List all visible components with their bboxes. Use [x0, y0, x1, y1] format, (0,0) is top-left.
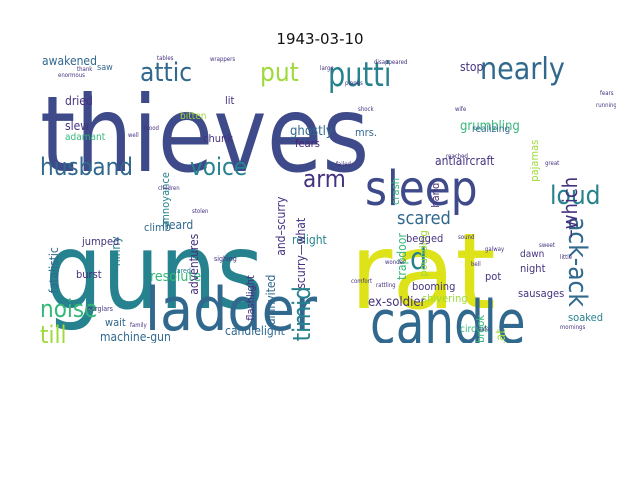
- word-cloud-word: relight: [292, 233, 327, 247]
- word-cloud-word: voice: [190, 153, 248, 181]
- word-cloud-word: candle: [370, 288, 526, 343]
- word-cloud-word: awakened: [42, 55, 97, 68]
- word-cloud-word: ladder: [145, 275, 318, 343]
- word-cloud-word: planes: [345, 80, 363, 87]
- word-cloud-word: and–scurry: [274, 196, 288, 256]
- word-cloud-word: running: [596, 102, 616, 109]
- word-cloud-word: fears: [295, 137, 320, 150]
- word-cloud-word: night: [520, 262, 546, 275]
- word-cloud-word: jumped: [82, 235, 120, 248]
- word-cloud-word: wonder: [385, 259, 406, 266]
- word-cloud-word: uninvited: [264, 274, 278, 326]
- word-cloud-word: till: [40, 321, 67, 343]
- word-cloud-word: large: [320, 65, 334, 72]
- word-cloud-word: realizing: [472, 124, 511, 135]
- word-cloud-word: sausages: [518, 287, 565, 300]
- word-cloud-word: burst: [76, 268, 102, 281]
- word-cloud-word: husband: [40, 153, 133, 181]
- word-cloud-word: shivering: [422, 292, 468, 305]
- word-cloud-word: stolen: [192, 208, 209, 215]
- word-cloud-word: guns: [45, 211, 264, 333]
- word-cloud-word: soaked: [568, 311, 604, 324]
- chart-title: 1943-03-10: [276, 30, 364, 48]
- word-cloud-word: saw: [97, 63, 113, 73]
- word-cloud-word: adventures: [187, 233, 201, 295]
- word-cloud: thieves guns rat sleep ladder candle putti atti…: [40, 55, 616, 343]
- word-cloud-word: scurry—what: [294, 217, 308, 289]
- word-cloud-word: candlelight: [225, 324, 285, 338]
- word-cloud-word: d: [410, 242, 428, 277]
- word-cloud-word: annoyance: [159, 172, 172, 227]
- word-cloud-word: ex-soldier: [368, 295, 426, 310]
- word-cloud-word: sweet: [539, 242, 556, 249]
- word-cloud-word: noise: [40, 295, 98, 323]
- word-cloud-word: sleep: [365, 161, 478, 217]
- word-cloud-word: flashlight: [244, 275, 257, 321]
- word-cloud-word: stop: [460, 60, 484, 74]
- word-cloud-word: bell: [471, 261, 481, 268]
- word-cloud-word: adamant: [65, 132, 106, 143]
- word-cloud-word: –which: [558, 176, 582, 239]
- word-cloud-word: lit: [225, 94, 235, 107]
- word-cloud-word: mrs.: [355, 126, 378, 139]
- word-cloud-word: shock: [358, 106, 374, 113]
- word-cloud-word: wife: [455, 106, 467, 113]
- word-cloud-word: again…at: [494, 329, 509, 343]
- word-cloud-word: putti: [328, 55, 392, 95]
- word-cloud-word: arm: [303, 165, 346, 193]
- word-cloud-word: blood: [144, 125, 159, 132]
- word-cloud-word: loud: [550, 181, 601, 211]
- word-cloud-word: attic: [140, 58, 193, 88]
- word-cloud-word: timid: [288, 286, 316, 342]
- word-cloud-word: comfort: [351, 278, 373, 285]
- word-cloud-word: tables: [157, 55, 174, 62]
- word-cloud-word: scared: [397, 208, 451, 229]
- word-cloud-word: pajamas: [528, 139, 541, 182]
- word-cloud-word: ghostly: [290, 124, 333, 139]
- word-cloud-word: slew: [65, 119, 90, 133]
- word-cloud-word: scared: [170, 267, 191, 275]
- word-cloud-word: fatalistic: [47, 247, 61, 294]
- word-cloud-word: galway: [485, 246, 505, 253]
- word-cloud-word: resolute: [150, 269, 202, 285]
- word-cloud-word: thank: [77, 66, 93, 73]
- word-cloud-word: burglars: [87, 305, 113, 313]
- word-cloud-word: little: [560, 254, 573, 261]
- word-cloud-word: put: [260, 58, 299, 88]
- word-cloud-word: circuit: [460, 324, 488, 335]
- word-cloud-word: sighing: [214, 255, 237, 263]
- word-cloud-word: dawn: [520, 249, 545, 260]
- word-cloud-word: children: [158, 185, 180, 192]
- word-cloud-word: mornings: [560, 324, 586, 331]
- word-cloud-word: disappeared: [374, 59, 408, 66]
- word-cloud-word: family: [130, 322, 147, 329]
- word-cloud-word: sound: [458, 234, 475, 241]
- word-cloud-word: climb: [144, 221, 171, 234]
- word-cloud-word: rattling: [376, 282, 396, 289]
- word-cloud-word: antiaircraft: [435, 154, 495, 168]
- word-cloud-word: thieves: [40, 74, 370, 196]
- word-cloud-word: pot: [485, 270, 502, 283]
- word-cloud-word: bitten: [180, 111, 207, 122]
- word-cloud-word: rat: [350, 211, 496, 333]
- word-cloud-word: safe: [478, 326, 490, 333]
- word-cloud-word: machine-gun: [100, 330, 171, 343]
- word-cloud-word: wrappers: [210, 56, 236, 63]
- word-cloud-word: nearly: [480, 55, 565, 87]
- word-cloud-word: reached: [446, 153, 468, 160]
- word-cloud-word: booming: [412, 280, 456, 293]
- word-cloud-word: fears: [600, 90, 614, 97]
- word-cloud-word: well: [128, 132, 139, 139]
- word-cloud-word: dried: [65, 94, 93, 108]
- word-cloud-word: crash: [389, 178, 402, 206]
- word-cloud-word: wait: [105, 316, 126, 329]
- word-cloud-word: begged: [406, 232, 444, 245]
- word-cloud-word: heard: [162, 218, 194, 232]
- word-cloud-word: grumbling: [460, 119, 520, 134]
- word-cloud-word: chunk: [203, 132, 234, 145]
- word-cloud-word: great: [545, 160, 560, 167]
- word-cloud-word: enormous: [58, 72, 85, 79]
- word-cloud-word: failed: [336, 161, 351, 168]
- word-cloud-word: hand: [429, 182, 442, 208]
